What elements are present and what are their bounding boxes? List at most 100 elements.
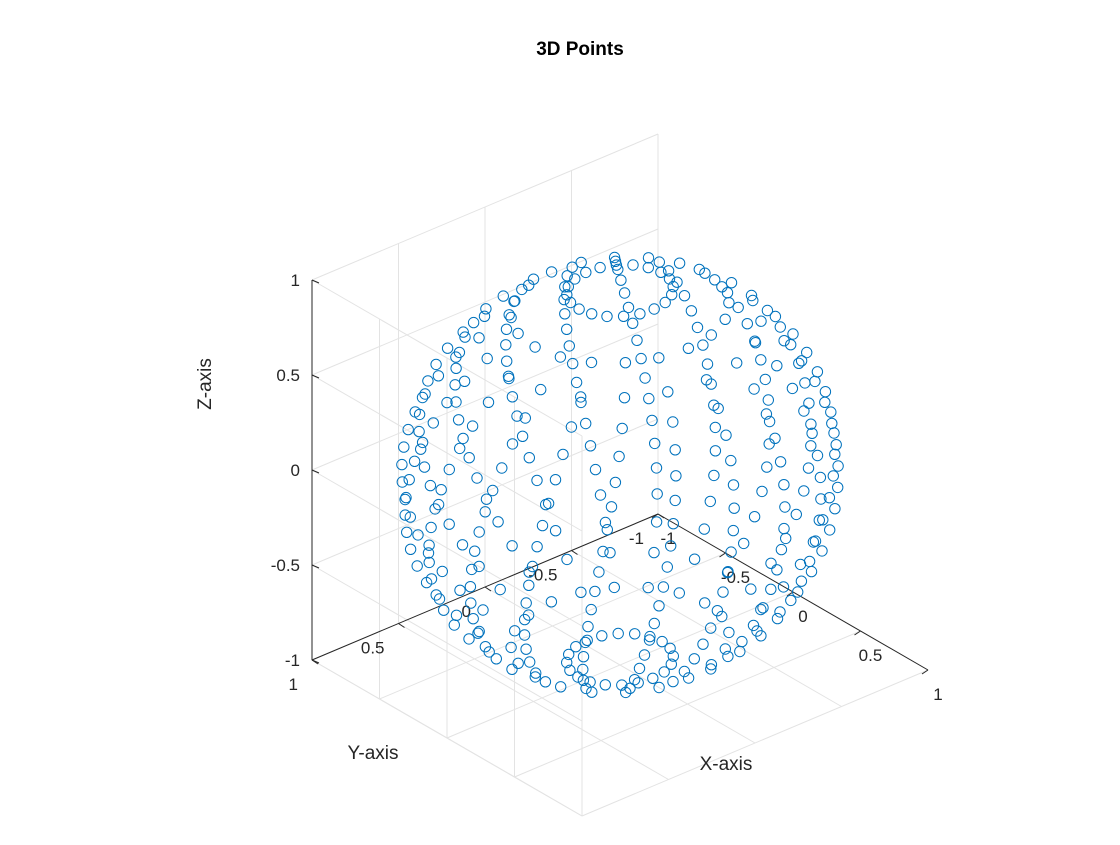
data-point bbox=[747, 619, 760, 632]
data-point bbox=[805, 418, 817, 430]
data-point bbox=[662, 265, 675, 277]
data-point bbox=[786, 382, 799, 395]
data-point bbox=[798, 485, 810, 497]
data-point bbox=[755, 315, 767, 327]
data-point bbox=[708, 469, 720, 482]
data-point bbox=[819, 386, 832, 398]
gridline-y-floor bbox=[571, 550, 842, 707]
gridline-z-sidewall bbox=[311, 228, 659, 376]
data-point bbox=[618, 392, 631, 404]
data-point bbox=[826, 417, 838, 430]
data-point bbox=[811, 366, 824, 378]
data-point bbox=[643, 634, 656, 646]
data-point bbox=[749, 337, 762, 349]
data-point bbox=[433, 593, 446, 605]
data-point bbox=[481, 352, 493, 365]
data-point bbox=[610, 259, 623, 271]
data-point bbox=[647, 672, 659, 684]
data-point bbox=[769, 310, 782, 323]
data-point bbox=[653, 600, 665, 612]
data-point bbox=[561, 289, 573, 301]
data-point bbox=[728, 502, 740, 514]
gridline-z-sidewall bbox=[311, 133, 659, 281]
data-point bbox=[665, 540, 677, 552]
data-point bbox=[778, 479, 790, 491]
data-point bbox=[404, 543, 417, 555]
z-tick bbox=[311, 279, 320, 284]
data-point bbox=[721, 566, 734, 579]
data-point bbox=[459, 331, 471, 343]
data-point bbox=[569, 273, 581, 285]
data-point bbox=[467, 613, 479, 625]
data-point bbox=[769, 432, 781, 444]
data-point bbox=[787, 328, 799, 340]
gridline-z-sidewall bbox=[311, 323, 659, 471]
gridline-z-backwall bbox=[311, 564, 583, 722]
data-point bbox=[396, 476, 408, 488]
axis-lines bbox=[311, 280, 929, 671]
data-point bbox=[561, 553, 573, 566]
data-point bbox=[586, 308, 598, 320]
data-point bbox=[761, 304, 774, 317]
z-tick-label: -0.5 bbox=[271, 556, 300, 575]
x-tick bbox=[854, 630, 861, 636]
data-point bbox=[711, 605, 724, 617]
data-point bbox=[673, 257, 686, 269]
gridline-y-floor bbox=[484, 586, 756, 744]
data-point bbox=[778, 522, 790, 535]
data-point bbox=[719, 643, 731, 655]
data-point bbox=[803, 555, 816, 568]
data-point bbox=[416, 391, 429, 404]
data-point bbox=[697, 638, 709, 650]
data-point bbox=[529, 341, 541, 353]
data-point bbox=[809, 375, 821, 388]
data-point bbox=[479, 506, 491, 518]
data-point bbox=[817, 514, 829, 526]
data-point bbox=[471, 472, 483, 484]
data-point bbox=[516, 283, 528, 296]
data-point bbox=[795, 355, 808, 367]
data-point bbox=[802, 462, 815, 474]
data-point bbox=[827, 470, 839, 482]
data-point bbox=[823, 492, 836, 504]
y-axis-label: Y-axis bbox=[347, 743, 398, 764]
data-point bbox=[589, 585, 601, 598]
x-axis-label: X-axis bbox=[700, 754, 753, 775]
data-point bbox=[399, 509, 411, 521]
data-point bbox=[709, 421, 721, 434]
data-point bbox=[441, 342, 454, 354]
data-point bbox=[411, 560, 423, 572]
z-tick bbox=[311, 469, 320, 474]
data-point bbox=[832, 481, 844, 494]
data-point bbox=[698, 523, 710, 535]
data-point bbox=[775, 543, 788, 556]
data-point bbox=[608, 251, 621, 264]
data-point bbox=[671, 276, 683, 288]
data-point bbox=[589, 463, 602, 476]
data-point bbox=[774, 321, 786, 333]
data-point bbox=[577, 663, 589, 676]
data-point bbox=[806, 427, 818, 439]
data-point bbox=[719, 313, 731, 325]
data-point bbox=[519, 613, 531, 626]
data-point bbox=[500, 323, 513, 335]
data-point bbox=[774, 456, 787, 468]
data-point bbox=[506, 438, 519, 450]
data-point bbox=[663, 273, 676, 285]
data-point bbox=[653, 352, 665, 364]
data-point bbox=[503, 372, 515, 385]
data-point bbox=[582, 620, 594, 633]
data-point bbox=[725, 454, 737, 467]
data-point bbox=[748, 511, 761, 523]
data-point bbox=[503, 309, 515, 321]
data-point bbox=[667, 518, 679, 530]
data-point bbox=[463, 452, 475, 464]
data-point bbox=[756, 485, 768, 498]
data-point bbox=[443, 463, 455, 476]
data-point bbox=[400, 491, 412, 504]
x-tick-label: 0.5 bbox=[859, 646, 883, 665]
data-point bbox=[473, 625, 485, 638]
data-point bbox=[520, 643, 532, 655]
data-point bbox=[653, 256, 665, 268]
data-point bbox=[492, 516, 504, 528]
